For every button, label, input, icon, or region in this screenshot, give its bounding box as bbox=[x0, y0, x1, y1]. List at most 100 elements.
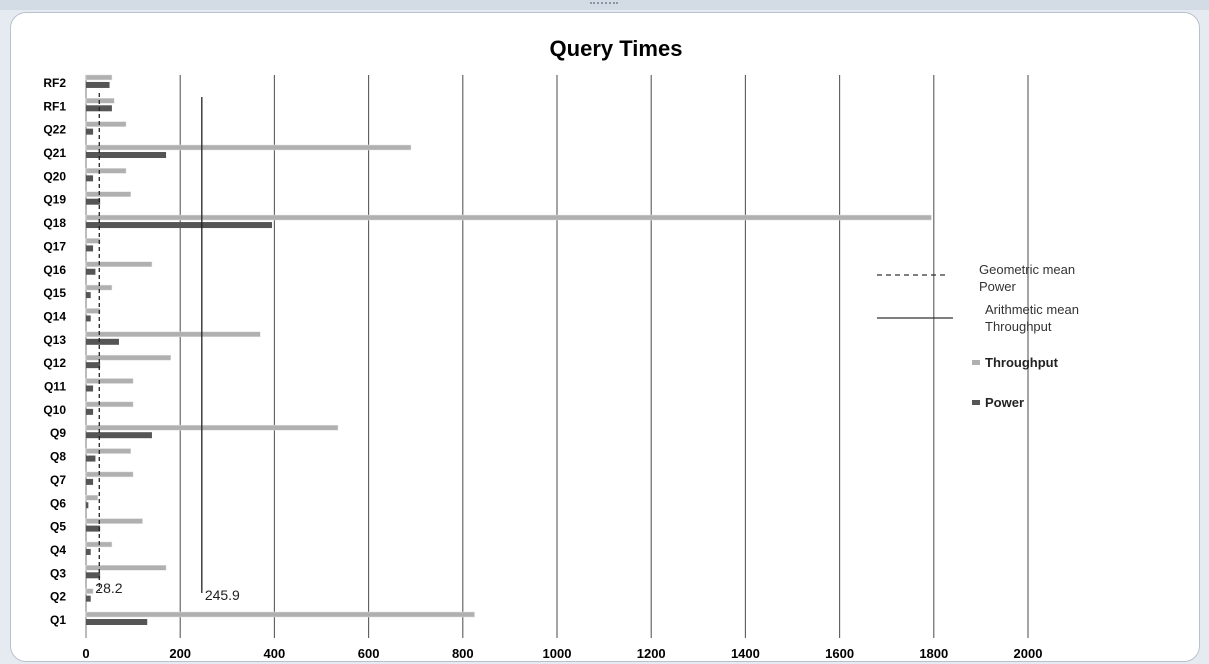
bar-power-q11 bbox=[86, 385, 94, 392]
bar-throughput-q13 bbox=[85, 331, 261, 338]
category-label-q8: Q8 bbox=[50, 450, 66, 464]
category-label-q2: Q2 bbox=[50, 590, 66, 604]
category-label-q17: Q17 bbox=[43, 239, 66, 253]
legend-arithmean-label-1: Arithmetic mean bbox=[985, 302, 1079, 317]
category-label-q1: Q1 bbox=[50, 613, 66, 627]
bar-power-q22 bbox=[86, 128, 94, 135]
bar-throughput-q22 bbox=[85, 121, 127, 127]
x-tick-800: 800 bbox=[452, 646, 474, 661]
bar-power-q19 bbox=[86, 198, 101, 205]
legend-arithmean-label-2: Throughput bbox=[985, 319, 1052, 334]
query-times-chart: Query Times Q1Q2Q3Q4Q5Q6Q7Q8Q9Q10Q11Q12Q… bbox=[43, 36, 1079, 661]
bar-power-q13 bbox=[86, 338, 119, 345]
x-tick-1800: 1800 bbox=[919, 646, 948, 661]
bar-throughput-q2 bbox=[85, 588, 94, 594]
x-tick-600: 600 bbox=[358, 646, 380, 661]
x-tick-labels: 0 200 400 600 800 1000 1200 1400 1600 1800 2000 bbox=[82, 646, 1042, 661]
bar-power-q16 bbox=[86, 268, 96, 275]
bar-power-q10 bbox=[86, 408, 94, 415]
bar-throughput-q9 bbox=[85, 424, 339, 431]
bar-throughput-q11 bbox=[85, 378, 134, 384]
x-tick-1600: 1600 bbox=[825, 646, 854, 661]
legend-throughput-swatch bbox=[972, 360, 980, 365]
x-tick-1200: 1200 bbox=[637, 646, 666, 661]
bar-throughput-q7 bbox=[85, 471, 134, 478]
geomean-value-label: 28.2 bbox=[95, 580, 122, 596]
bar-power-q6 bbox=[86, 502, 89, 509]
category-label-q19: Q19 bbox=[43, 193, 66, 207]
category-label-q6: Q6 bbox=[50, 496, 66, 510]
category-label-q18: Q18 bbox=[43, 216, 66, 230]
bar-throughput-q19 bbox=[85, 191, 131, 197]
bar-power-q2 bbox=[86, 595, 91, 602]
category-label-q13: Q13 bbox=[43, 333, 66, 347]
x-tick-1000: 1000 bbox=[543, 646, 572, 661]
bar-power-q20 bbox=[86, 175, 94, 182]
bar-power-q3 bbox=[86, 572, 101, 579]
x-tick-200: 200 bbox=[169, 646, 191, 661]
bar-throughput-q21 bbox=[85, 144, 412, 151]
category-label-q10: Q10 bbox=[43, 403, 66, 417]
bar-throughput-q5 bbox=[85, 518, 143, 524]
category-label-q5: Q5 bbox=[50, 520, 66, 534]
category-labels: Q1 Q2 Q3 Q4 Q5 Q6 Q7 Q8 Q9 Q10 Q11 Q12 Q13 Q14 Q15 Q16 Q… bbox=[43, 76, 66, 627]
bar-throughput-rf1 bbox=[85, 98, 115, 104]
x-tick-400: 400 bbox=[264, 646, 286, 661]
bar-throughput-q20 bbox=[85, 168, 127, 174]
category-label-q16: Q16 bbox=[43, 263, 66, 277]
category-label-q4: Q4 bbox=[50, 543, 66, 557]
bar-power-q5 bbox=[86, 525, 101, 532]
x-tick-0: 0 bbox=[82, 646, 89, 661]
bar-power-q7 bbox=[86, 478, 94, 485]
bar-power-q12 bbox=[86, 362, 101, 369]
bar-power-q21 bbox=[86, 152, 167, 158]
category-label-q11: Q11 bbox=[44, 380, 66, 394]
chart-title: Query Times bbox=[550, 36, 683, 61]
category-label-q7: Q7 bbox=[50, 473, 66, 487]
bar-power-q9 bbox=[86, 432, 152, 439]
resize-grip[interactable] bbox=[590, 2, 618, 8]
bar-power-q14 bbox=[86, 315, 91, 322]
bar-throughput-q6 bbox=[85, 495, 99, 501]
bar-throughput-q10 bbox=[85, 401, 134, 408]
legend-power-label: Power bbox=[985, 395, 1024, 410]
legend-power-swatch bbox=[972, 400, 980, 405]
category-label-q21: Q21 bbox=[43, 146, 66, 160]
bar-power-q8 bbox=[86, 455, 96, 462]
chart-area: Query Times Q1 Q2 Q3 Q4 Q5 Q6 Q7 Q8 Q9 Q10 Q11 Q12 Q… bbox=[10, 12, 1200, 662]
legend-geomean-label-2: Power bbox=[979, 279, 1017, 294]
bar-throughput-q3 bbox=[85, 565, 167, 571]
category-label-q20: Q20 bbox=[43, 169, 66, 183]
bar-power-q4 bbox=[86, 548, 91, 555]
bars bbox=[85, 74, 932, 625]
bar-throughput-q8 bbox=[85, 448, 131, 454]
bar-throughput-q16 bbox=[85, 261, 153, 267]
x-tick-2000: 2000 bbox=[1014, 646, 1043, 661]
category-label-rf1: RF1 bbox=[43, 99, 66, 113]
arithmean-value-label: 245.9 bbox=[205, 587, 240, 603]
bar-throughput-q1 bbox=[85, 611, 475, 618]
category-label-q14: Q14 bbox=[43, 309, 66, 323]
window-top-bar bbox=[0, 0, 1209, 10]
bar-power-q17 bbox=[86, 245, 94, 252]
bar-throughput-q17 bbox=[85, 238, 101, 244]
bar-throughput-q12 bbox=[85, 354, 172, 361]
reference-lines: 28.2 245.9 bbox=[95, 93, 240, 603]
category-label-q9: Q9 bbox=[50, 426, 66, 440]
category-label-q3: Q3 bbox=[50, 566, 66, 580]
bar-power-rf2 bbox=[86, 81, 110, 88]
legend-geomean-label-1: Geometric mean bbox=[979, 262, 1075, 277]
bar-power-q18 bbox=[86, 222, 273, 229]
gridlines bbox=[85, 75, 1029, 638]
category-label-q12: Q12 bbox=[43, 356, 66, 370]
bar-power-q15 bbox=[86, 292, 91, 299]
x-tick-1400: 1400 bbox=[731, 646, 760, 661]
legend: Geometric mean Power Arithmetic mean Thr… bbox=[877, 262, 1079, 410]
legend-throughput-label: Throughput bbox=[985, 355, 1059, 370]
bar-power-q1 bbox=[86, 619, 148, 625]
bar-throughput-q18 bbox=[85, 214, 932, 221]
bar-throughput-q14 bbox=[85, 308, 101, 314]
bar-throughput-rf2 bbox=[85, 74, 113, 81]
category-label-q15: Q15 bbox=[43, 286, 66, 300]
